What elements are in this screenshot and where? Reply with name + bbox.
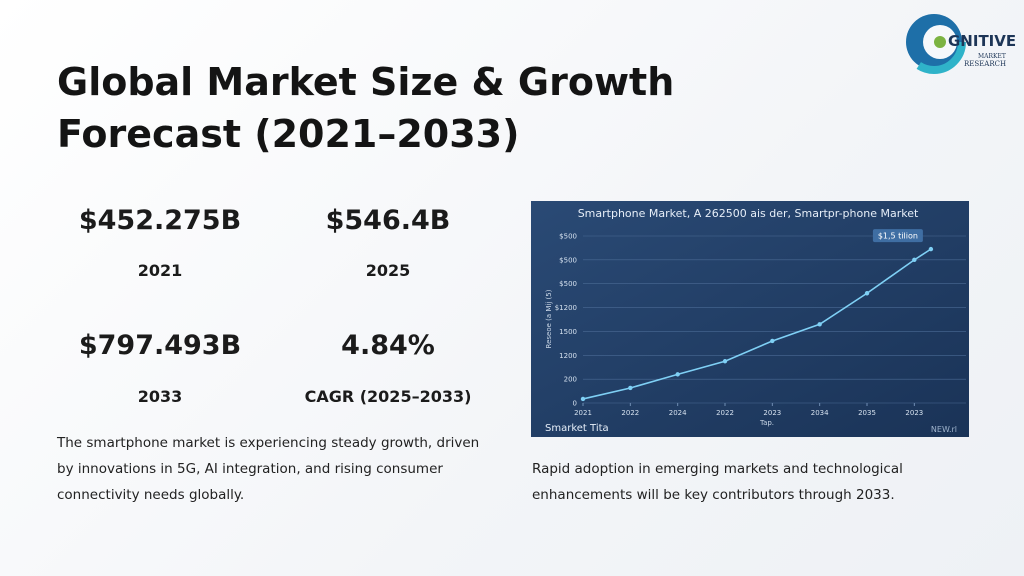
stat-value: $546.4B [325,205,451,236]
y-axis-label: Reseoe (a Mij (5) [545,289,553,348]
stat-label: 2033 [137,387,183,406]
x-tick-label: 2022 [621,409,639,417]
y-tick-label: 1200 [559,352,577,360]
x-tick-label: 2021 [574,409,592,417]
stat-label: 2021 [137,261,183,280]
data-point [928,246,934,252]
stat-label: CAGR (2025–2033) [304,387,472,406]
logo-line: RESEARCH [964,60,1006,68]
data-point [770,338,775,344]
data-point [912,257,917,263]
data-point [628,385,633,391]
logo-line: MARKET [978,53,1006,60]
x-tick-label: 2023 [905,409,923,417]
x-tick-label: 2023 [763,409,781,417]
annotation-box [872,229,923,243]
y-tick-label: 200 [564,376,577,384]
data-point [675,372,680,377]
slide-title: Global Market Size & Growth Forecast (20… [57,60,675,156]
stat-label: 2025 [365,261,411,280]
chart-title: Smartphone Market, A 262500 ais der, Sma… [578,207,919,220]
chart-image: Smartphone Market, A 262500 ais der, Sma… [531,201,969,437]
y-tick-label: 0 [573,400,577,408]
logo-brand: GNITIVE [948,32,1016,50]
y-tick-label: $500 [559,280,577,288]
logo-ring-accent [902,10,966,74]
data-point [817,322,822,327]
logo: GNITIVE MARKET RESEARCH [902,10,1016,74]
x-tick-label: 2035 [858,409,876,417]
x-tick-label: 2024 [669,409,687,417]
y-tick-label: $1200 [555,304,577,312]
stat-value: $797.493B [78,330,242,361]
stat-value: $452.275B [78,205,242,236]
x-tick-label: 2034 [811,409,829,417]
y-tick-label: 1500 [559,328,577,336]
y-tick-label: $500 [559,256,577,264]
watermark: NEW.rl [931,425,957,434]
data-point [864,291,870,296]
logo-dot [934,36,946,48]
x-axis-label: Tap. [759,419,774,427]
chart-caption: Smarket Tita [545,423,609,434]
data-point [722,359,728,364]
y-tick-label: $500 [559,233,577,241]
annotation: $1,5 tilion [878,232,918,241]
stat-value: 4.84% [341,330,435,361]
x-tick-label: 2022 [716,409,734,417]
description: The smartphone market is experiencing st… [57,435,480,503]
footer-text: Rapid adoption in emerging markets and t… [532,461,903,503]
data-point [580,396,586,402]
